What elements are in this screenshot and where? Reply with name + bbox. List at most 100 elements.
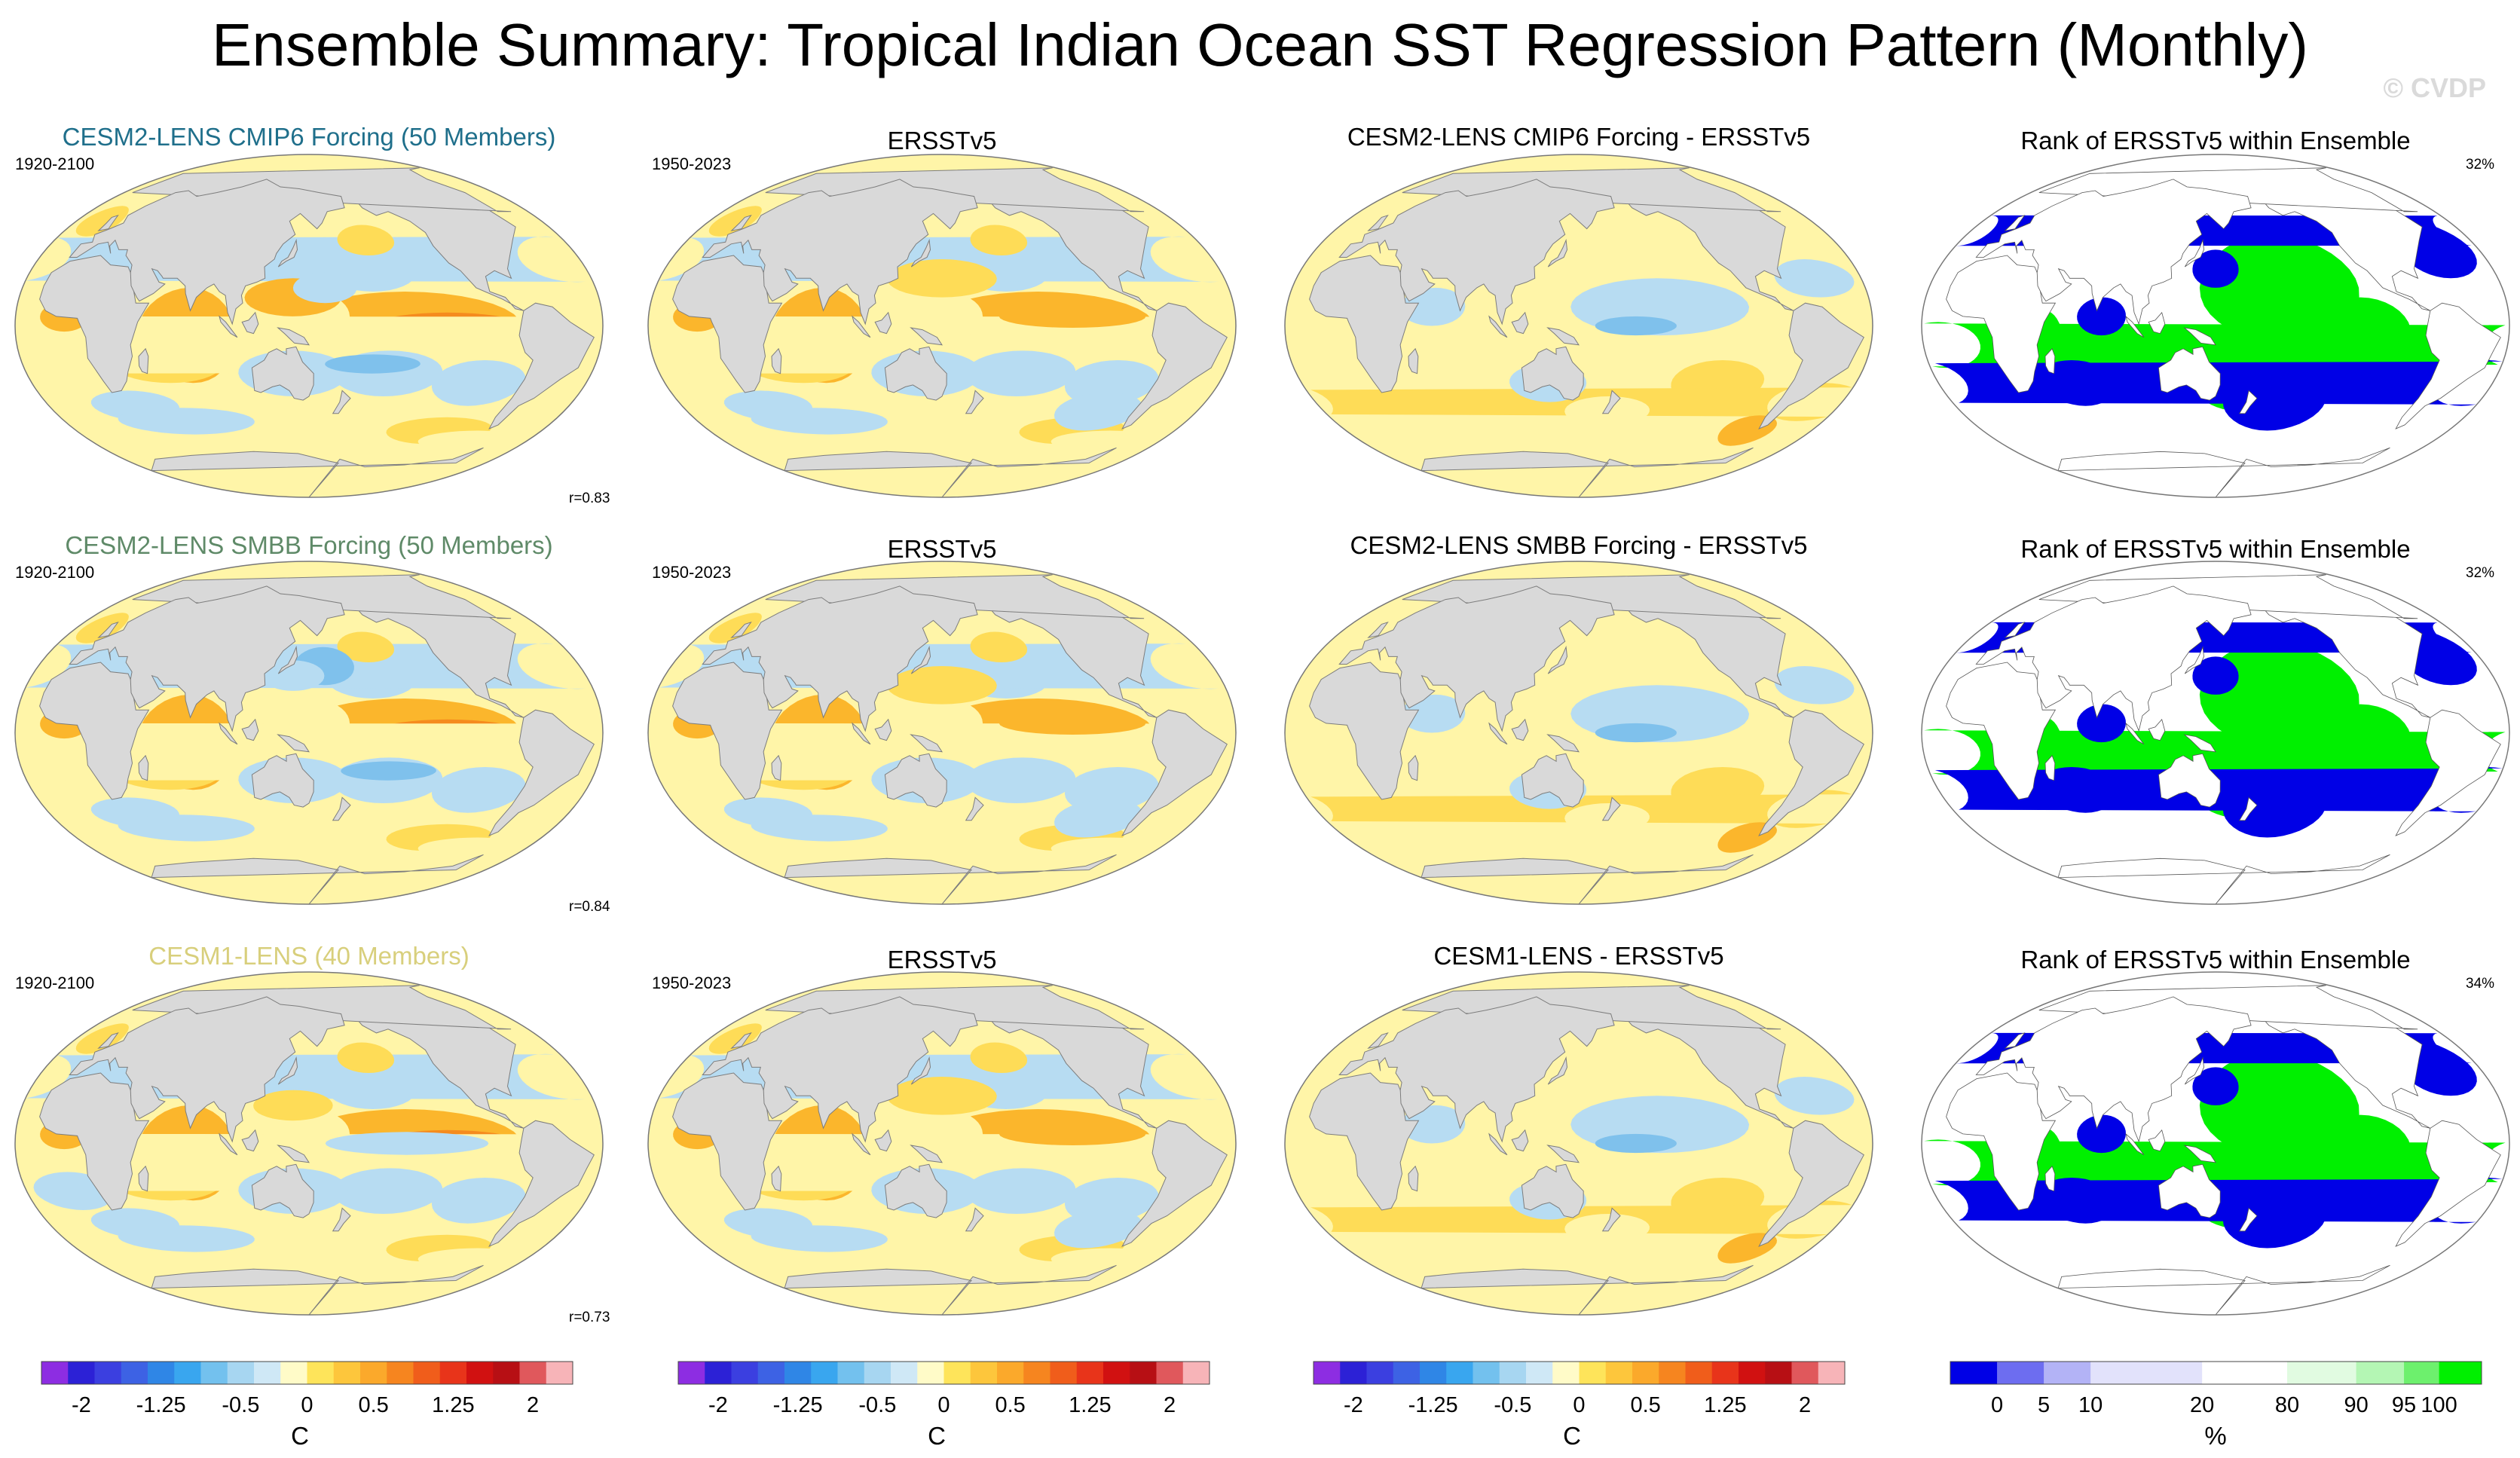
land-greenland <box>2038 985 2418 1030</box>
land-newguinea <box>277 734 310 753</box>
land-sumatra <box>852 315 871 338</box>
land-newzealand <box>1601 796 1621 821</box>
colorbar-unit: C <box>928 1422 946 1450</box>
field-blob <box>887 1077 997 1115</box>
field-blob <box>431 360 526 406</box>
colorbar-swatch <box>943 1362 971 1384</box>
colorbar-swatch <box>1473 1362 1500 1384</box>
land-newzealand <box>1601 1207 1621 1232</box>
colorbar-swatch <box>811 1362 838 1384</box>
land-newzealand <box>332 1207 351 1232</box>
colorbar-swatch <box>1446 1362 1473 1384</box>
colorbar-frame <box>677 1361 1210 1385</box>
land-southAmerica <box>1758 709 1864 837</box>
diff-panel-title: CESM1-LENS - ERSSTv5 <box>1433 942 1724 970</box>
land-uk <box>97 621 119 638</box>
land-sumatra <box>852 1132 871 1156</box>
field-blob <box>2199 234 2359 341</box>
colorbar-swatch <box>1579 1362 1607 1384</box>
land-southAmerica <box>2395 709 2501 836</box>
colorbar-swatch <box>1103 1362 1130 1384</box>
land-eurasia <box>702 179 978 326</box>
land-southAmerica <box>488 1120 595 1248</box>
rank-colorbar-swatch <box>2439 1362 2482 1384</box>
colorbar-swatch <box>1632 1362 1659 1384</box>
colorbar-swatch <box>1023 1362 1051 1384</box>
land-australia <box>1521 753 1584 808</box>
land-uk <box>730 1032 752 1049</box>
land-sumatra <box>1488 315 1508 338</box>
map-r1-obs <box>647 154 1237 498</box>
land-japan <box>277 238 298 267</box>
colorbar-swatch <box>121 1362 148 1384</box>
field-blob <box>118 1225 255 1252</box>
map-border <box>1921 561 2510 905</box>
land-antarctica <box>2057 447 2390 497</box>
rank-colorbar-tick-label: 90 <box>2344 1393 2369 1417</box>
field-blob <box>337 631 395 662</box>
colorbar-tick-label: -2 <box>708 1393 728 1417</box>
colorbar-swatch <box>227 1362 255 1384</box>
land-antarctica <box>2057 854 2390 904</box>
land-borneo <box>241 1129 259 1152</box>
colorbar-swatch <box>1685 1362 1713 1384</box>
land-southAmerica <box>488 302 595 430</box>
watermark: © CVDP <box>2383 72 2486 103</box>
land-newguinea <box>277 1145 310 1163</box>
land-newguinea <box>1546 327 1580 346</box>
field-blob <box>75 1023 129 1054</box>
colorbar-swatch <box>1659 1362 1686 1384</box>
field-blob <box>648 723 1229 781</box>
colorbar-swatch <box>387 1362 414 1384</box>
rank-colorbar-swatch <box>2404 1362 2440 1384</box>
colorbar-tick-label: 0.5 <box>995 1393 1026 1417</box>
land-australia <box>251 753 314 808</box>
land-antarctica <box>784 854 1117 904</box>
field-blob <box>1054 393 1142 431</box>
colorbar-swatch <box>280 1362 307 1384</box>
land-australia <box>884 1163 947 1218</box>
colorbar-swatch <box>1711 1362 1739 1384</box>
land-southAmerica <box>1121 1120 1228 1248</box>
field-blob <box>2077 1114 2126 1154</box>
map-r1-rank <box>1921 154 2510 498</box>
field-blob <box>2199 1052 2359 1159</box>
land-borneo <box>874 718 892 741</box>
colorbar-swatch <box>333 1362 361 1384</box>
colorbar-swatch <box>1420 1362 1447 1384</box>
land-uk <box>730 214 752 231</box>
rank-percent: 32% <box>2466 157 2495 173</box>
field-blob <box>1774 1077 1855 1115</box>
land-madagascar <box>1408 754 1419 781</box>
map-r3-diff <box>1284 971 1873 1316</box>
land-borneo <box>2148 718 2166 741</box>
field-blob <box>337 1042 395 1073</box>
land-borneo <box>1511 1129 1529 1152</box>
colorbar-swatch <box>1340 1362 1367 1384</box>
field-blob <box>75 206 129 237</box>
land-greenland <box>1402 574 1781 619</box>
land-madagascar <box>2044 348 2056 374</box>
land-antarctica <box>1421 854 1754 904</box>
field-blob <box>2192 249 2239 288</box>
field-blob <box>1054 799 1142 838</box>
land-newzealand <box>2238 796 2258 821</box>
colorbar-swatch <box>1050 1362 1078 1384</box>
field-blob <box>417 430 518 450</box>
land-antarctica <box>151 1264 484 1315</box>
obs-period: 1950-2023 <box>652 154 732 173</box>
field-blob <box>2192 656 2239 695</box>
land-madagascar <box>138 1165 149 1192</box>
land-greenland <box>2038 167 2418 212</box>
colorbar-swatch <box>466 1362 494 1384</box>
land-borneo <box>241 311 259 335</box>
land-borneo <box>2148 311 2166 335</box>
colorbar-swatch <box>1314 1362 1341 1384</box>
land-japan <box>1547 645 1568 674</box>
field-blob <box>253 1090 333 1121</box>
land-greenland <box>1402 985 1781 1030</box>
field-blob <box>2192 1067 2239 1105</box>
field-blob <box>970 1042 1028 1073</box>
land-japan <box>1547 1056 1568 1085</box>
colorbar-tick-label: 0.5 <box>358 1393 389 1417</box>
